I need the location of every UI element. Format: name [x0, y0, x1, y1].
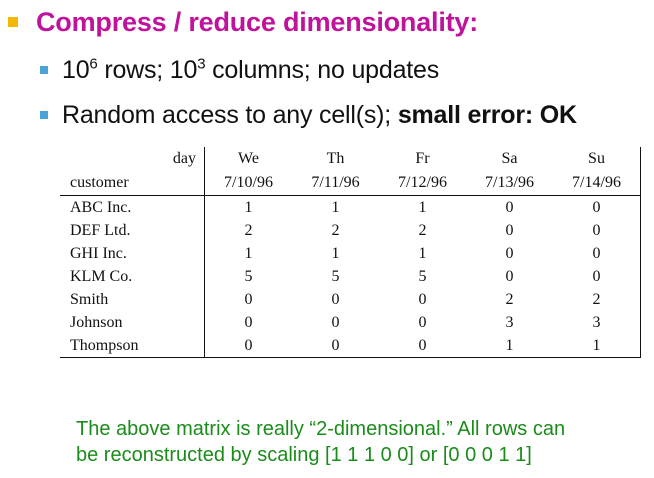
matrix-cell: 3 — [505, 314, 514, 331]
sub-bullet-size: 106 rows; 103 columns; no updates — [40, 52, 439, 88]
matrix-cell: 2 — [553, 288, 641, 311]
matrix-cell: 5 — [331, 268, 340, 285]
caption-line: be reconstructed by scaling [1 1 1 0 0] … — [76, 444, 532, 466]
square-bullet-icon — [8, 17, 18, 27]
square-bullet-icon — [40, 111, 48, 119]
matrix-cell: 0 — [418, 291, 427, 308]
sub-bullet-text: Random access to any cell(s); small erro… — [62, 101, 577, 130]
matrix-cell: 0 — [553, 219, 641, 242]
sub-bullet-access: Random access to any cell(s); small erro… — [40, 97, 577, 133]
date-header: 7/12/96 — [379, 171, 466, 196]
customer-name: DEF Ltd. — [60, 219, 205, 242]
date-header: 7/14/96 — [553, 171, 641, 196]
table-row: Johnson 0 0 0 3 3 — [60, 311, 641, 334]
heading-bullet: Compress / reduce dimensionality: — [8, 2, 478, 42]
matrix-cell: 3 — [553, 311, 641, 334]
matrix-cell: 0 — [553, 242, 641, 265]
matrix-cell: 0 — [204, 334, 292, 358]
matrix-cell: 1 — [553, 334, 641, 358]
matrix-cell: 0 — [505, 245, 514, 262]
table-row: ABC Inc. 1 1 1 0 0 — [60, 195, 641, 219]
matrix-cell: 1 — [331, 199, 340, 216]
date-header: 7/11/96 — [292, 171, 379, 196]
header-row-days: day We Th Fr Sa Su — [60, 147, 641, 171]
date-header: 7/13/96 — [466, 171, 553, 196]
matrix-cell: 1 — [331, 245, 340, 262]
matrix-cell: 0 — [244, 314, 253, 331]
matrix-caption: The above matrix is really “2-dimensiona… — [76, 416, 646, 468]
matrix-cell: 0 — [244, 291, 253, 308]
customer-name: Smith — [60, 288, 205, 311]
matrix-cell: 2 — [331, 222, 340, 239]
day-header: We — [238, 150, 259, 167]
table-row: Smith 0 0 0 2 2 — [60, 288, 641, 311]
matrix-cell: 0 — [331, 314, 340, 331]
day-header: Th — [326, 150, 345, 167]
corner-day-label: day — [60, 147, 205, 171]
slide-heading: Compress / reduce dimensionality: — [36, 6, 479, 37]
matrix-cell: 0 — [505, 199, 514, 216]
customer-name: KLM Co. — [60, 265, 205, 288]
matrix-cell: 0 — [553, 265, 641, 288]
rows-base: 10 — [62, 55, 90, 84]
sub-bullet-text: 106 rows; 103 columns; no updates — [62, 56, 439, 85]
random-access-text: Random access to any cell(s); — [62, 100, 398, 129]
rows-exponent: 6 — [89, 55, 98, 73]
matrix-cell: 1 — [244, 199, 253, 216]
no-updates-text: columns; no updates — [205, 55, 440, 84]
square-bullet-icon — [40, 66, 48, 74]
customer-name: ABC Inc. — [60, 195, 205, 219]
cols-exponent: 3 — [197, 55, 206, 73]
matrix-cell: 2 — [418, 222, 427, 239]
date-header: 7/10/96 — [204, 171, 292, 196]
corner-customer-label: customer — [60, 171, 205, 196]
matrix-cell: 0 — [418, 314, 427, 331]
customer-name: Johnson — [60, 311, 205, 334]
customer-day-matrix: day We Th Fr Sa Su customer 7/10/96 7/11… — [60, 147, 641, 358]
header-row-dates: customer 7/10/96 7/11/96 7/12/96 7/13/96… — [60, 171, 641, 196]
caption-line: The above matrix is really “2-dimensiona… — [76, 418, 566, 440]
matrix-cell: 0 — [292, 334, 379, 358]
day-header: Su — [553, 147, 641, 171]
table-row: Thompson 0 0 0 1 1 — [60, 334, 641, 358]
matrix-cell: 0 — [331, 291, 340, 308]
matrix-cell: 1 — [466, 334, 553, 358]
matrix-cell: 2 — [505, 291, 514, 308]
matrix-cell: 5 — [244, 268, 253, 285]
matrix-cell: 1 — [244, 245, 253, 262]
matrix-cell: 5 — [418, 268, 427, 285]
rows-cols-text: rows; 10 — [97, 55, 198, 84]
matrix-cell: 1 — [418, 199, 427, 216]
small-error-text: small error: OK — [397, 100, 577, 129]
matrix-cell: 2 — [244, 222, 253, 239]
day-header: Sa — [501, 150, 518, 167]
matrix-cell: 0 — [553, 195, 641, 219]
table-row: KLM Co. 5 5 5 0 0 — [60, 265, 641, 288]
customer-name: Thompson — [60, 334, 205, 358]
matrix-cell: 1 — [418, 245, 427, 262]
table-row: GHI Inc. 1 1 1 0 0 — [60, 242, 641, 265]
table-row: DEF Ltd. 2 2 2 0 0 — [60, 219, 641, 242]
day-header: Fr — [415, 150, 430, 167]
customer-name: GHI Inc. — [60, 242, 205, 265]
matrix-cell: 0 — [379, 334, 466, 358]
matrix-cell: 0 — [505, 268, 514, 285]
matrix-cell: 0 — [505, 222, 514, 239]
